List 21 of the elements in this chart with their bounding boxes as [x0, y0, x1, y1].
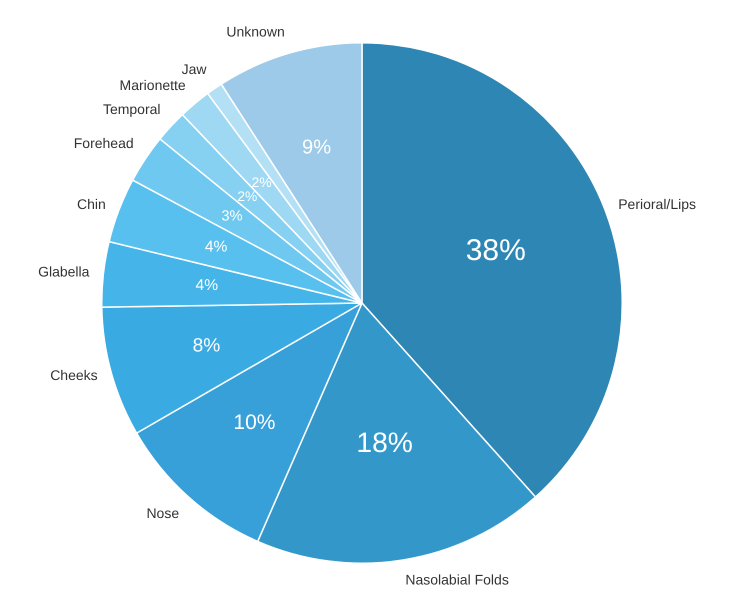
slice-label: Glabella	[38, 263, 90, 280]
slice-label: Temporal	[102, 100, 161, 117]
slice-label: Perioral/Lips	[618, 196, 696, 212]
data-label: 2%	[237, 188, 258, 204]
data-label: 4%	[196, 277, 218, 294]
slice-label: Jaw	[182, 60, 208, 77]
slice-label: Forehead	[74, 134, 134, 151]
data-label: 3%	[221, 208, 243, 225]
slice-label: Marionette	[120, 76, 186, 93]
slice-label: Nose	[146, 505, 180, 522]
slice-label: Unknown	[226, 24, 285, 40]
slice-label: Chin	[77, 196, 106, 212]
data-label: 2%	[252, 175, 272, 190]
data-label: 8%	[192, 335, 220, 356]
data-label: 38%	[466, 234, 526, 268]
data-label: 9%	[302, 136, 332, 159]
data-label: 18%	[356, 426, 413, 458]
slice-label: Cheeks	[50, 366, 98, 383]
data-label: 4%	[204, 238, 228, 256]
data-label: 10%	[233, 411, 276, 434]
slice-label: Nasolabial Folds	[405, 572, 509, 588]
